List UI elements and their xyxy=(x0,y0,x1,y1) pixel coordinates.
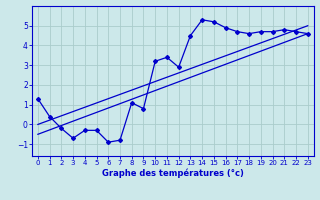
X-axis label: Graphe des températures (°c): Graphe des températures (°c) xyxy=(102,169,244,178)
